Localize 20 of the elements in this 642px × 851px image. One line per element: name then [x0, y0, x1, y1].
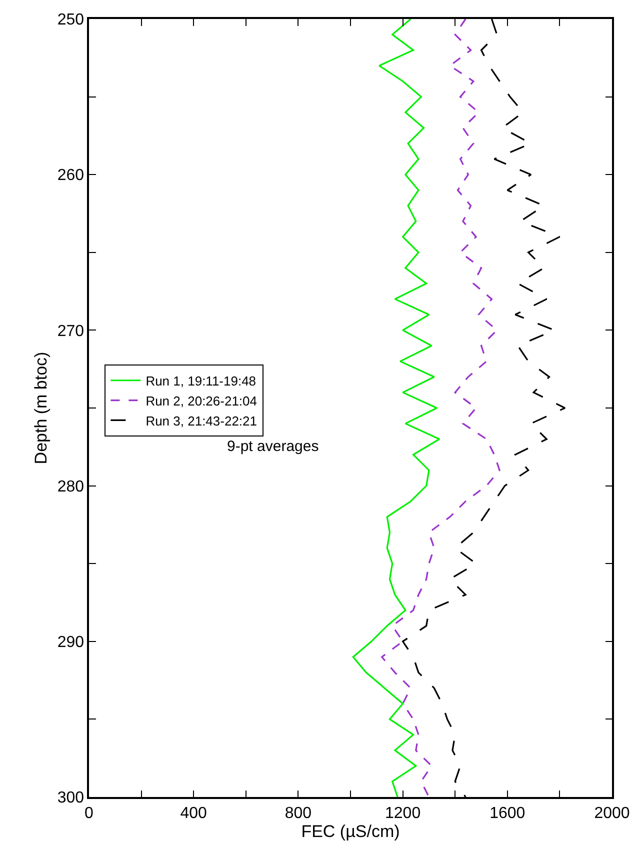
y-tick-label: 290: [57, 634, 84, 651]
x-axis-title: FEC (µS/cm): [301, 822, 400, 841]
annotation: 9-pt averages: [227, 438, 319, 455]
y-tick-label: 270: [57, 322, 84, 340]
y-axis-title: Depth (m btoc): [31, 352, 50, 464]
legend-label: Run 1, 19:11-19:48: [146, 373, 256, 388]
x-tick-label: 0: [84, 804, 94, 822]
y-tick-label: 280: [57, 478, 84, 496]
x-tick-label: 1600: [490, 804, 526, 822]
x-tick-label: 800: [284, 804, 312, 822]
x-tick-label: 2000: [594, 804, 630, 822]
y-tick-label: 260: [57, 167, 84, 184]
line-series: [352, 19, 440, 797]
y-tick-label: 300: [57, 790, 84, 807]
x-tick-label: 400: [180, 804, 208, 822]
x-tick-label: 1200: [385, 804, 421, 822]
y-tick-label: 250: [57, 12, 84, 29]
line-series: [381, 19, 500, 797]
legend-label: Run 3, 21:43-22:21: [146, 413, 258, 428]
legend-label: Run 2, 20:26-21:04: [146, 393, 258, 408]
